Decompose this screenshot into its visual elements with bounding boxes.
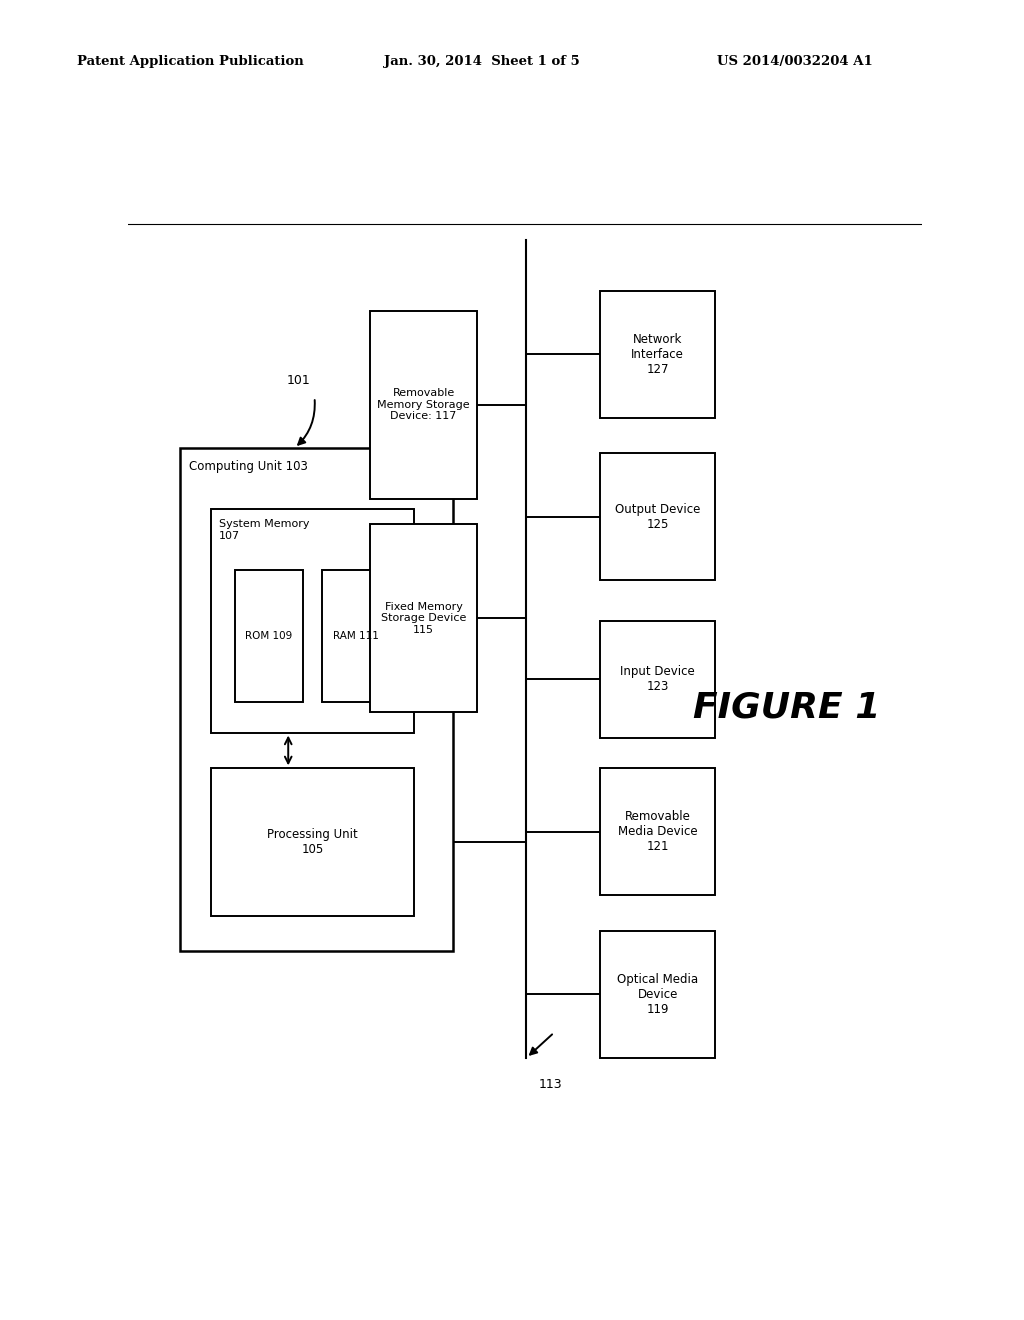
Text: Output Device
125: Output Device 125 [615,503,700,531]
Bar [600,453,715,581]
Bar [211,510,414,733]
Bar [370,312,477,499]
Text: 113: 113 [539,1078,563,1092]
Text: Optical Media
Device
119: Optical Media Device 119 [617,973,698,1016]
Text: System Memory
107: System Memory 107 [219,519,310,541]
Bar [370,524,477,713]
Text: US 2014/0032204 A1: US 2014/0032204 A1 [717,55,872,69]
Text: Patent Application Publication: Patent Application Publication [77,55,303,69]
Text: ROM 109: ROM 109 [245,631,293,642]
Bar [600,931,715,1057]
Text: RAM 111: RAM 111 [333,631,379,642]
Text: Fixed Memory
Storage Device
115: Fixed Memory Storage Device 115 [381,602,466,635]
Bar [600,290,715,417]
Text: Removable
Media Device
121: Removable Media Device 121 [617,810,697,853]
Bar [600,620,715,738]
Text: Jan. 30, 2014  Sheet 1 of 5: Jan. 30, 2014 Sheet 1 of 5 [384,55,580,69]
Text: 101: 101 [287,374,310,387]
Text: FIGURE 1: FIGURE 1 [693,690,881,725]
Text: Input Device
123: Input Device 123 [621,665,695,693]
Bar [600,768,715,895]
Bar [323,570,390,702]
Bar [236,570,303,702]
Text: Network
Interface
127: Network Interface 127 [631,333,684,376]
Bar [179,447,454,952]
Text: Removable
Memory Storage
Device: 117: Removable Memory Storage Device: 117 [377,388,470,421]
Text: Processing Unit
105: Processing Unit 105 [267,828,357,855]
Bar [211,768,414,916]
Text: Computing Unit 103: Computing Unit 103 [189,461,308,474]
